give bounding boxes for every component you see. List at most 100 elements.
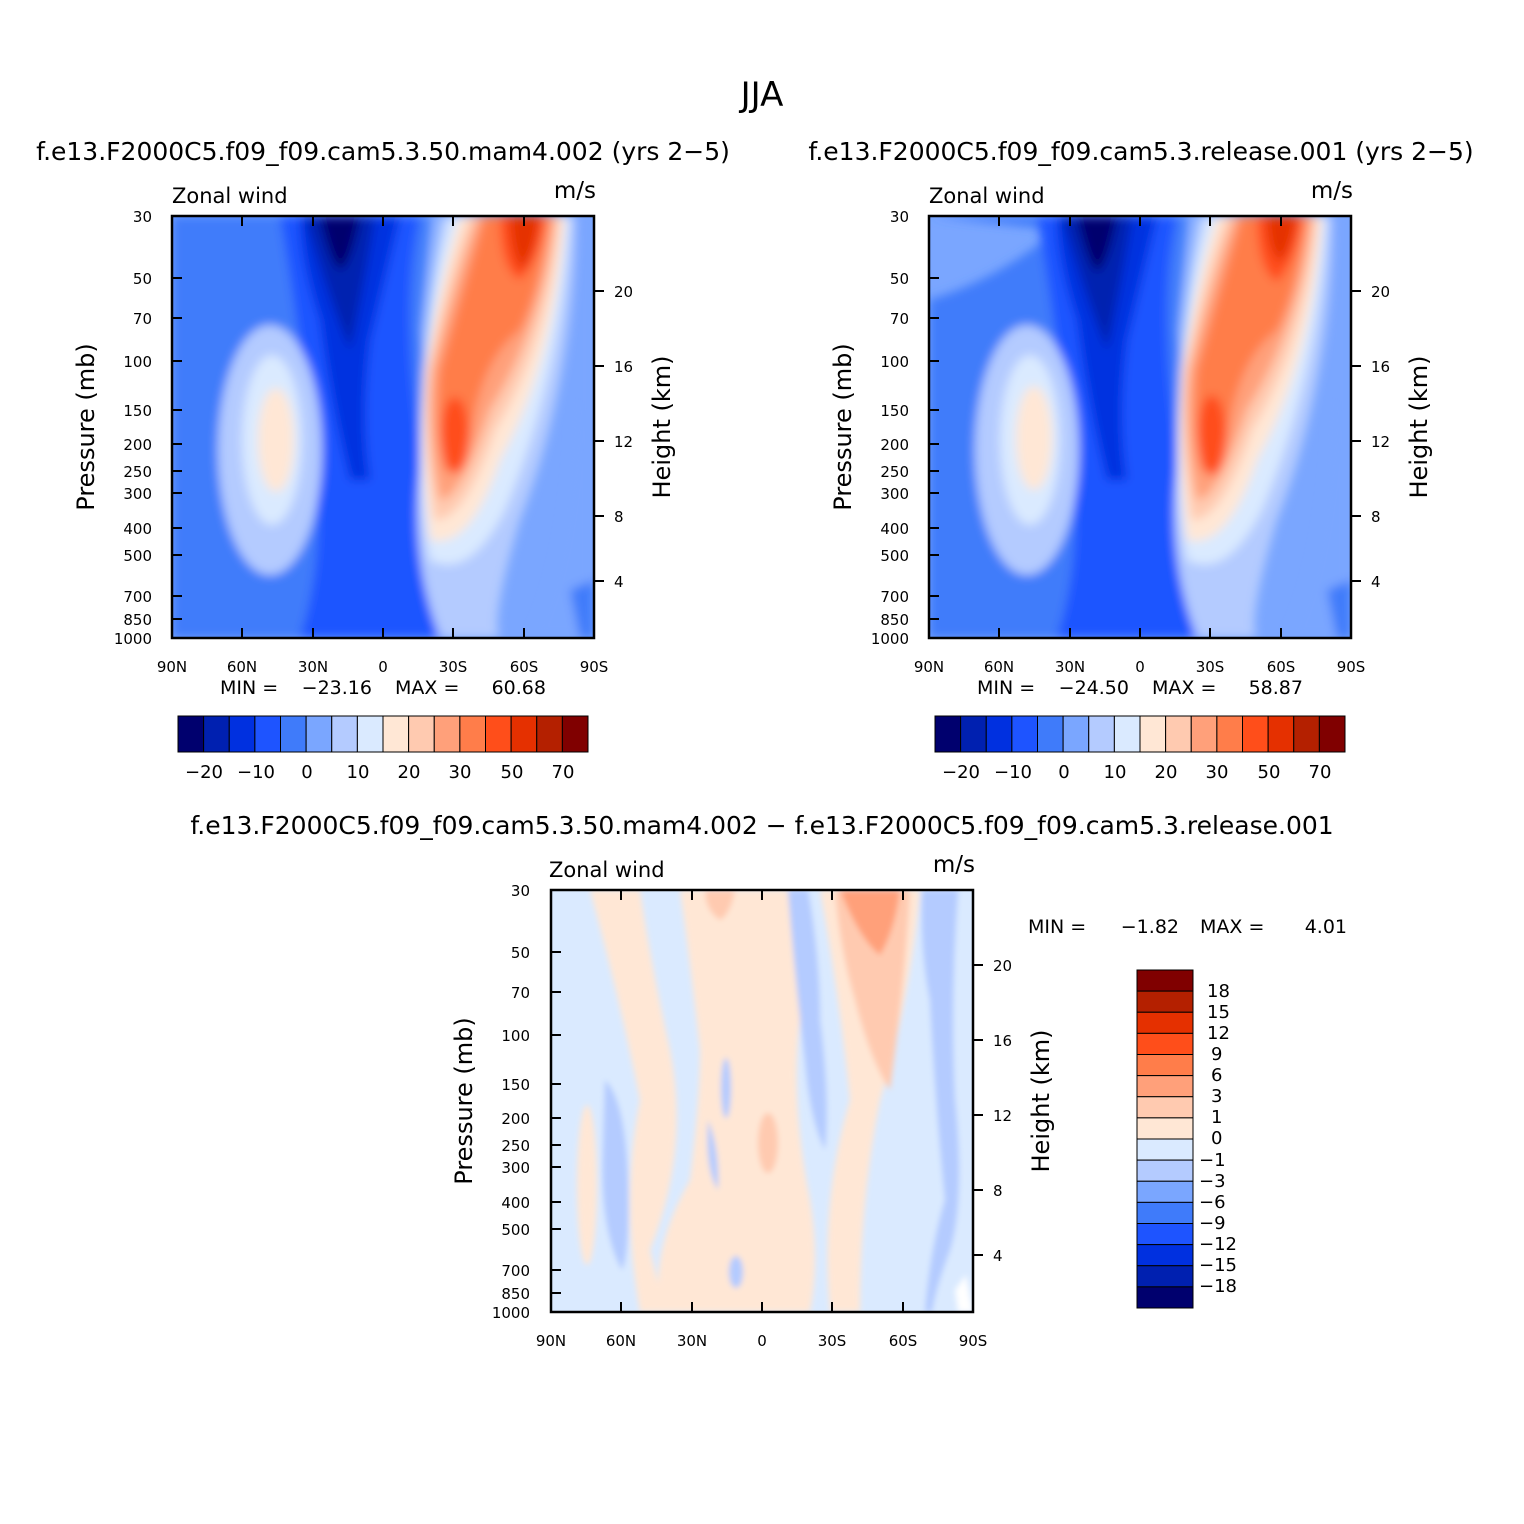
colorbar-swatch [1136, 1201, 1194, 1224]
x-axis-ticks [928, 216, 1352, 638]
colorbar-swatch [561, 715, 589, 753]
colorbar-label: 0 [1058, 762, 1069, 783]
colorbar-labels: −20 −10 0 10 20 30 50 70 [185, 762, 574, 783]
x-tick-label: 60S [1267, 658, 1296, 676]
y-tick-label: 200 [880, 436, 909, 454]
colorbar-swatch [1136, 1265, 1194, 1288]
colorbar-swatch [1139, 715, 1167, 753]
colorbar-swatch [408, 715, 435, 753]
colorbar-swatch [1136, 1096, 1194, 1119]
y2-axis-label: Height (km) [1027, 1030, 1055, 1173]
colorbar-swatch [1136, 990, 1194, 1013]
colorbar-label: 30 [449, 762, 472, 783]
stats-line: MIN = −1.82 MAX = 4.01 [1028, 916, 1347, 938]
y-tick-label: 50 [890, 270, 909, 288]
y-axis-ticks [929, 215, 939, 639]
min-value: −23.16 [302, 677, 372, 699]
x-tick-label: 30N [298, 658, 328, 676]
colorbar-swatch [1242, 715, 1269, 753]
field-label: Zonal wind [172, 184, 288, 208]
colorbar-swatch [1136, 1223, 1194, 1246]
y2-tick-label: 16 [993, 1032, 1012, 1050]
colorbar-swatch [254, 715, 281, 753]
x-tick-label: 60N [606, 1332, 636, 1350]
x-tick-label: 30S [439, 658, 468, 676]
colorbar-label: −3 [1199, 1171, 1226, 1192]
colorbar [934, 715, 1346, 753]
season-title: JJA [739, 75, 784, 115]
y-tick-label: 400 [880, 520, 909, 538]
y-tick-label: 30 [890, 208, 909, 226]
y2-tick-label: 8 [614, 508, 624, 526]
panel-difference: f.e13.F2000C5.f09_f09.cam5.3.50.mam4.002… [190, 811, 1347, 1350]
min-label: MIN = [220, 677, 278, 699]
colorbar-label: 3 [1211, 1086, 1222, 1107]
y-tick-label: 70 [133, 310, 152, 328]
field-label: Zonal wind [549, 858, 665, 882]
y-tick-label: 50 [133, 270, 152, 288]
colorbar-label: −20 [185, 762, 223, 783]
y2-axis-label: Height (km) [1405, 356, 1433, 499]
min-label: MIN = [977, 677, 1035, 699]
colorbar-swatch [228, 715, 256, 753]
y-tick-label: 700 [501, 1262, 530, 1280]
x-tick-label: 90N [157, 658, 187, 676]
y-tick-labels: 30 50 70 100 150 200 250 300 400 500 700… [492, 882, 530, 1322]
colorbar-label: 70 [552, 762, 575, 783]
x-tick-label: 90N [536, 1332, 566, 1350]
max-value: 60.68 [492, 677, 546, 699]
y-tick-label: 850 [501, 1285, 530, 1303]
colorbar-swatch [1113, 715, 1141, 753]
y-tick-label: 300 [880, 485, 909, 503]
y-tick-label: 150 [501, 1076, 530, 1094]
colorbar-label: 18 [1207, 981, 1230, 1002]
colorbar-swatch [1136, 1054, 1194, 1077]
y-tick-label: 500 [123, 547, 152, 565]
y-tick-label: 700 [880, 588, 909, 606]
y2-tick-label: 12 [1371, 433, 1390, 451]
colorbar-swatch [1136, 1244, 1194, 1267]
y2-tick-label: 4 [993, 1247, 1003, 1265]
colorbar-swatch [433, 715, 461, 753]
y-tick-label: 70 [511, 984, 530, 1002]
colorbar-swatch [1136, 1032, 1194, 1055]
y2-tick-label: 8 [1371, 508, 1381, 526]
contour-field [551, 890, 973, 1312]
y-axis-label: Pressure (mb) [829, 343, 857, 510]
colorbar-label: −1 [1199, 1150, 1226, 1171]
min-label: MIN = [1028, 916, 1086, 938]
y2-tick-labels: 20 16 12 8 4 [614, 283, 633, 591]
y-tick-label: 850 [880, 611, 909, 629]
colorbar-swatch [1136, 1138, 1194, 1161]
max-label: MAX = [1200, 916, 1264, 938]
y2-axis-ticks [594, 290, 604, 582]
colorbar-label: −12 [1199, 1234, 1237, 1255]
x-tick-label: 30N [677, 1332, 707, 1350]
colorbar-label: −6 [1199, 1192, 1226, 1213]
colorbar-swatch [382, 715, 410, 753]
colorbar-swatch [934, 715, 962, 753]
units-label: m/s [1311, 178, 1353, 204]
x-tick-label: 60N [984, 658, 1014, 676]
y-tick-label: 400 [123, 520, 152, 538]
colorbar-swatch [1165, 715, 1192, 753]
y-tick-label: 250 [501, 1137, 530, 1155]
colorbar-label: −10 [994, 762, 1032, 783]
y-tick-label: 150 [123, 402, 152, 420]
y-tick-labels: 30 50 70 100 150 200 250 300 400 500 700… [114, 208, 152, 648]
y-tick-label: 500 [880, 547, 909, 565]
x-tick-label: 0 [378, 658, 388, 676]
colorbar-label: 10 [1104, 762, 1127, 783]
x-tick-label: 60N [227, 658, 257, 676]
colorbar-swatch [1216, 715, 1243, 753]
y-tick-labels: 30 50 70 100 150 200 250 300 400 500 700… [871, 208, 909, 648]
colorbar-label: 30 [1206, 762, 1229, 783]
max-value: 4.01 [1305, 916, 1347, 938]
y-tick-label: 850 [123, 611, 152, 629]
colorbar-swatch [1011, 715, 1038, 753]
colorbar-label: 20 [1155, 762, 1178, 783]
y2-tick-label: 16 [1371, 358, 1390, 376]
colorbar-swatch [1037, 715, 1064, 753]
colorbar-swatch [177, 715, 205, 753]
